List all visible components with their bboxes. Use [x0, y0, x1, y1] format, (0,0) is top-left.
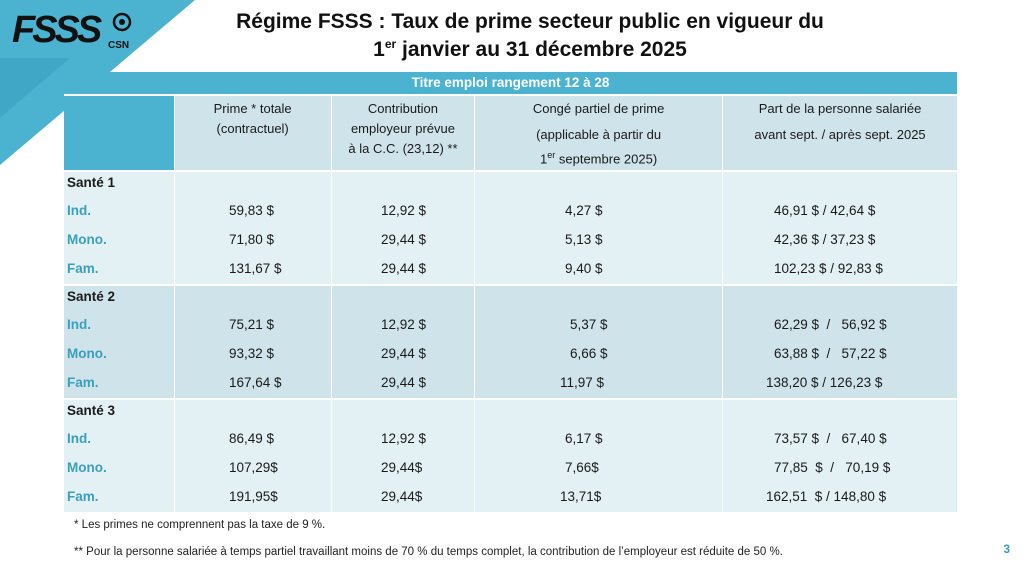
header-part-line-2: avant sept. / après sept. 2025 — [754, 127, 926, 142]
header-prime-line-1: Prime * totale — [213, 101, 292, 116]
table-row: Ind. 75,21 $ 12,92 $ 5,37 $ 62,29 $ / 56… — [64, 310, 957, 339]
cell-part: 63,88 $ / 57,22 $ — [774, 346, 887, 361]
cell-contribution: 29,44 $ — [381, 346, 427, 361]
header-empty-cell — [64, 96, 174, 170]
footnote-1: * Les primes ne comprennent pas la taxe … — [74, 519, 326, 531]
table-row: Fam. 191,95$ 29,44$ 13,71$ 162,51 $ / 14… — [64, 482, 957, 511]
section-sante-1: Santé 1 Ind. 59,83 $ 12,92 $ 4,27 $ 46,9… — [64, 170, 957, 284]
header-conge-line-2: (applicable à partir du — [536, 127, 662, 142]
table-band-title: Titre emploi rangement 12 à 28 — [64, 72, 957, 96]
row-label: Mono. — [67, 346, 107, 361]
section-title: Santé 3 — [67, 403, 116, 418]
cell-part: 102,23 $ / 92,83 $ — [774, 261, 883, 276]
page-title: Régime FSSS : Taux de prime secteur publ… — [200, 8, 860, 64]
row-label: Fam. — [67, 489, 99, 504]
page-number: 3 — [1003, 542, 1010, 556]
cell-contribution: 12,92 $ — [381, 203, 427, 218]
cell-contribution: 12,92 $ — [381, 317, 427, 332]
cell-part: 138,20 $ / 126,23 $ — [766, 375, 883, 390]
header-part-salariee: Part de la personne salariée avant sept.… — [722, 96, 957, 170]
fsss-csn-logo: FSSS CSN — [12, 9, 132, 50]
table-header-row: Prime * totale (contractuel) Contributio… — [64, 96, 957, 170]
cell-conge: 5,37 $ — [570, 317, 608, 332]
cell-part: 46,91 $ / 42,64 $ — [774, 203, 876, 218]
cell-prime: 86,49 $ — [229, 431, 275, 446]
column-divider — [174, 96, 175, 512]
cell-conge: 6,17 $ — [565, 431, 603, 446]
header-contribution-line-3: à la C.C. (23,12) ** — [348, 141, 458, 156]
table-row: Mono. 71,80 $ 29,44 $ 5,13 $ 42,36 $ / 3… — [64, 225, 957, 254]
cell-contribution: 29,44 $ — [381, 375, 427, 390]
cell-conge: 7,66$ — [565, 460, 599, 475]
section-title: Santé 2 — [67, 289, 116, 304]
cell-contribution: 29,44 $ — [381, 261, 427, 276]
title-line-2-rest: janvier au 31 décembre 2025 — [396, 38, 687, 61]
header-prime-totale: Prime * totale (contractuel) — [173, 96, 331, 170]
cell-part: 62,29 $ / 56,92 $ — [774, 317, 887, 332]
header-conge-line-3-sup: er — [547, 150, 556, 160]
row-label: Ind. — [67, 317, 91, 332]
table-row: Ind. 86,49 $ 12,92 $ 6,17 $ 73,57 $ / 67… — [64, 424, 957, 453]
cell-conge: 6,66 $ — [570, 346, 608, 361]
footnote-2: ** Pour la personne salariée à temps par… — [74, 546, 783, 558]
header-conge-line-3: 1er septembre 2025) — [475, 145, 722, 169]
cell-contribution: 29,44$ — [381, 489, 423, 504]
cell-part: 162,51 $ / 148,80 $ — [766, 489, 887, 504]
header-conge-line-3-num: 1 — [540, 151, 548, 167]
row-label: Ind. — [67, 203, 91, 218]
cell-prime: 167,64 $ — [229, 375, 282, 390]
svg-text:FSSS: FSSS — [12, 9, 102, 50]
column-divider — [474, 96, 475, 512]
section-sante-2: Santé 2 Ind. 75,21 $ 12,92 $ 5,37 $ 62,2… — [64, 284, 957, 398]
svg-text:CSN: CSN — [108, 40, 129, 50]
row-label: Mono. — [67, 232, 107, 247]
cell-prime: 59,83 $ — [229, 203, 275, 218]
cell-contribution: 29,44$ — [381, 460, 423, 475]
header-contribution-line-1: Contribution — [367, 101, 439, 116]
row-label: Mono. — [67, 460, 107, 475]
cell-prime: 71,80 $ — [229, 232, 275, 247]
header-part-line-1: Part de la personne salariée — [758, 101, 922, 116]
column-divider — [722, 96, 723, 512]
table-row: Fam. 167,64 $ 29,44 $ 11,97 $ 138,20 $ /… — [64, 368, 957, 397]
cell-contribution: 29,44 $ — [381, 232, 427, 247]
row-label: Ind. — [67, 431, 91, 446]
cell-prime: 75,21 $ — [229, 317, 275, 332]
header-conge-partiel: Congé partiel de prime (applicable à par… — [474, 96, 722, 170]
cell-part: 42,36 $ / 37,23 $ — [774, 232, 876, 247]
table-row: Mono. 93,32 $ 29,44 $ 6,66 $ 63,88 $ / 5… — [64, 339, 957, 368]
cell-part: 73,57 $ / 67,40 $ — [774, 431, 887, 446]
cell-contribution: 12,92 $ — [381, 431, 427, 446]
row-label: Fam. — [67, 261, 99, 276]
title-line-2-sup: er — [384, 37, 397, 51]
header-contribution-line-2: employeur prévue — [350, 121, 455, 136]
table-row: Mono. 107,29$ 29,44$ 7,66$ 77,85 $ / 70,… — [64, 453, 957, 482]
cell-prime: 191,95$ — [229, 489, 278, 504]
cell-conge: 13,71$ — [560, 489, 602, 504]
cell-prime: 131,67 $ — [229, 261, 282, 276]
table-row: Ind. 59,83 $ 12,92 $ 4,27 $ 46,91 $ / 42… — [64, 196, 957, 225]
cell-conge: 11,97 $ — [560, 375, 605, 390]
title-line-1: Régime FSSS : Taux de prime secteur publ… — [236, 10, 824, 33]
cell-prime: 93,32 $ — [229, 346, 275, 361]
header-prime-line-2: (contractuel) — [216, 121, 289, 136]
cell-conge: 5,13 $ — [565, 232, 603, 247]
premium-table: Titre emploi rangement 12 à 28 Prime * t… — [64, 72, 957, 512]
cell-conge: 4,27 $ — [565, 203, 603, 218]
header-contribution: Contribution employeur prévue à la C.C. … — [330, 96, 474, 170]
table-row: Fam. 131,67 $ 29,44 $ 9,40 $ 102,23 $ / … — [64, 254, 957, 283]
row-label: Fam. — [67, 375, 99, 390]
section-sante-3: Santé 3 Ind. 86,49 $ 12,92 $ 6,17 $ 73,5… — [64, 398, 957, 512]
cell-part: 77,85 $ / 70,19 $ — [774, 460, 891, 475]
section-title: Santé 1 — [67, 175, 116, 190]
cell-prime: 107,29$ — [229, 460, 278, 475]
title-line-2-num: 1 — [373, 38, 385, 61]
header-conge-line-3-rest: septembre 2025) — [555, 151, 658, 167]
title-line-2: 1er janvier au 31 décembre 2025 — [200, 36, 860, 64]
cell-conge: 9,40 $ — [565, 261, 603, 276]
header-conge-line-1: Congé partiel de prime — [532, 101, 665, 116]
column-divider — [331, 96, 332, 512]
